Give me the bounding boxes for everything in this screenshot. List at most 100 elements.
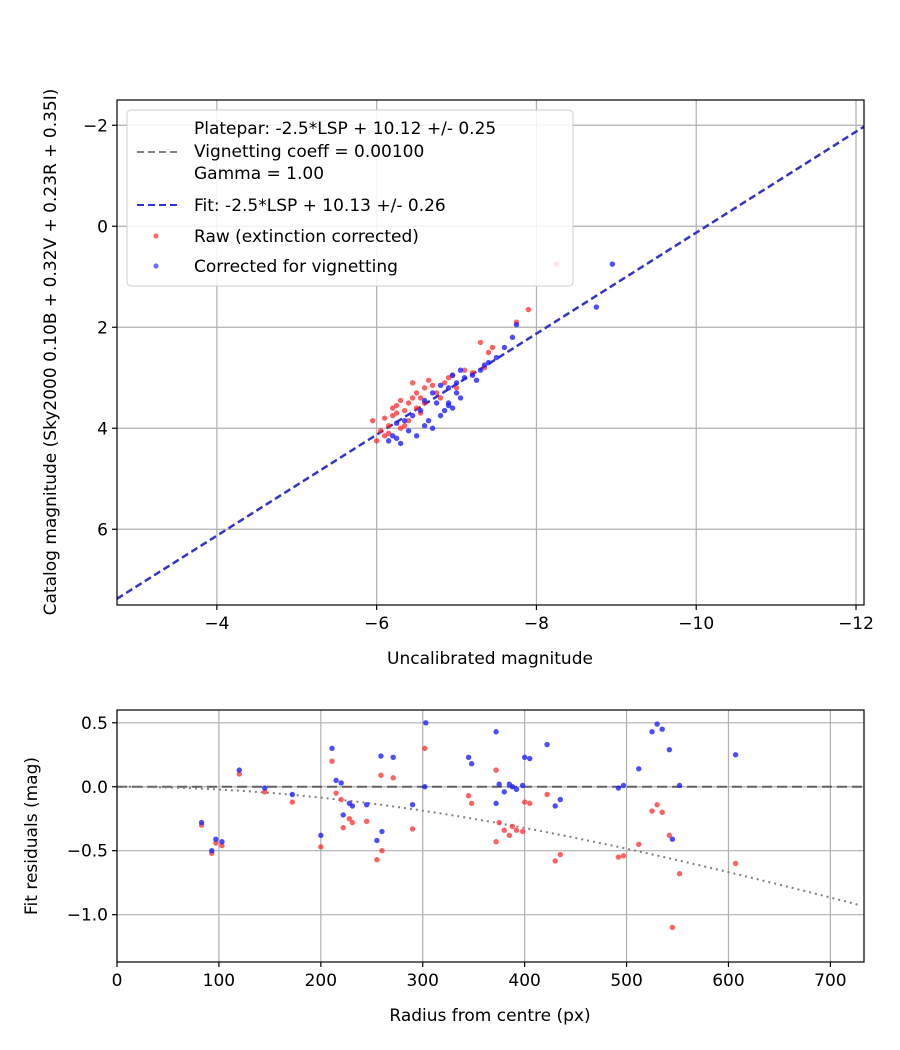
p1-ytick-label-2: 2 xyxy=(97,318,108,338)
p1-ytick-label-4: 6 xyxy=(97,520,108,540)
p2-point-s0-34 xyxy=(552,858,558,864)
p2-point-s0-2 xyxy=(213,840,219,846)
calibration-y-axis-label: Catalog magnitude (Sky2000 0.10B + 0.32V… xyxy=(41,89,61,616)
p2-point-s1-16 xyxy=(378,753,384,759)
p2-point-s0-13 xyxy=(349,819,356,826)
residuals-y-axis-label: Fit residuals (mag) xyxy=(22,757,42,915)
p2-point-s0-26 xyxy=(501,827,507,833)
p1-xtick-label-4: −12 xyxy=(838,614,874,634)
p2-point-s1-39 xyxy=(636,766,642,772)
p2-point-s0-20 xyxy=(422,745,428,752)
calibration-legend: Platepar: -2.5*LSP + 10.12 +/- 0.25 Vign… xyxy=(126,109,574,287)
p2-point-s0-33 xyxy=(544,791,550,798)
legend-fit-label: Fit: -2.5*LSP + 10.13 +/- 0.26 xyxy=(194,196,446,216)
p2-point-s1-29 xyxy=(509,784,516,790)
calibration-x-ticks: −4 −6 −8 −10 −12 xyxy=(204,605,874,634)
p2-point-s1-34 xyxy=(544,741,550,748)
p1-ytick-label-0: −2 xyxy=(83,116,108,136)
p2-xtick-label-6: 600 xyxy=(712,971,744,991)
p2-xtick-label-5: 500 xyxy=(610,971,642,991)
calibration-scatter-points xyxy=(369,261,616,447)
p2-point-s0-3 xyxy=(219,842,225,849)
p2-point-s0-38 xyxy=(636,841,642,848)
p1-point-s0-39 xyxy=(369,417,376,424)
p2-point-s0-23 xyxy=(493,767,499,773)
residuals-x-axis-label: Radius from centre (px) xyxy=(389,1006,590,1026)
p1-ytick-label-1: 0 xyxy=(97,217,108,237)
p2-point-s0-6 xyxy=(289,799,295,805)
p2-point-s1-31 xyxy=(519,782,526,789)
p1-point-s1-20 xyxy=(509,334,516,341)
legend-corrected-label: Corrected for vignetting xyxy=(194,257,398,277)
p2-point-s0-25 xyxy=(496,819,502,826)
p2-point-s1-6 xyxy=(289,791,295,798)
p1-xtick-label-3: −10 xyxy=(678,614,714,634)
p2-point-s1-24 xyxy=(493,729,499,735)
p1-point-s0-26 xyxy=(453,385,460,391)
residuals-reference-lines xyxy=(117,785,864,907)
p1-point-s1-30 xyxy=(449,372,456,378)
p2-point-s0-14 xyxy=(363,818,370,824)
p2-point-s1-5 xyxy=(262,785,268,791)
p2-point-s1-13 xyxy=(349,803,356,809)
p2-point-s0-43 xyxy=(669,924,676,931)
p2-ytick-label-2: −0.5 xyxy=(67,842,108,862)
p2-point-s1-14 xyxy=(363,801,370,808)
p1-point-s0-0 xyxy=(373,438,380,444)
p1-point-s0-31 xyxy=(485,349,492,356)
p1-point-s1-31 xyxy=(457,367,464,373)
p2-point-s0-12 xyxy=(346,816,353,822)
p1-point-s0-10 xyxy=(405,400,412,406)
p2-point-s0-19 xyxy=(409,826,416,832)
p2-point-s1-32 xyxy=(521,754,528,761)
p2-point-s0-36 xyxy=(615,854,622,860)
p2-point-s1-0 xyxy=(198,819,205,826)
legend-box xyxy=(126,109,574,287)
p2-xtick-label-7: 700 xyxy=(814,971,846,991)
p1-point-s1-33 xyxy=(473,377,480,383)
legend-platepar-label: Platepar: -2.5*LSP + 10.12 +/- 0.25 xyxy=(194,119,496,139)
p2-ytick-label-1: 0.0 xyxy=(81,778,108,798)
residuals-scatter-points xyxy=(198,720,739,931)
p2-point-s1-42 xyxy=(659,726,665,732)
legend-corrected-marker xyxy=(153,263,159,269)
p1-point-s0-24 xyxy=(445,375,452,381)
p2-point-s1-43 xyxy=(666,746,673,753)
p2-point-s1-46 xyxy=(732,752,739,758)
p1-point-s1-35 xyxy=(609,261,616,267)
p1-point-s1-39 xyxy=(445,402,452,409)
residuals-x-ticks: 0 100 200 300 400 500 600 700 xyxy=(112,962,847,991)
p2-point-s0-8 xyxy=(329,758,335,764)
p1-point-s1-26 xyxy=(409,412,416,419)
p1-point-s0-2 xyxy=(381,415,388,421)
p2-point-s0-29 xyxy=(513,827,520,833)
p1-point-s1-0 xyxy=(385,438,392,444)
p1-point-s0-37 xyxy=(405,417,412,424)
p2-point-s0-7 xyxy=(318,844,324,850)
p2-ytick-label-0: 0.5 xyxy=(81,714,108,734)
p1-point-s1-7 xyxy=(437,412,444,419)
calibration-y-ticks: −2 0 2 4 6 xyxy=(83,116,117,540)
p2-point-s0-9 xyxy=(333,790,339,796)
p2-point-s1-36 xyxy=(557,796,564,803)
p2-point-s0-21 xyxy=(465,793,472,799)
p1-point-s0-34 xyxy=(525,306,532,313)
p2-point-s0-42 xyxy=(666,832,673,839)
legend-raw-label: Raw (extinction corrected) xyxy=(194,227,419,247)
residuals-plot-frame xyxy=(116,709,865,963)
p2-point-s1-44 xyxy=(669,836,676,842)
p2-point-s0-24 xyxy=(493,839,499,845)
p1-point-s1-10 xyxy=(449,405,456,411)
p2-point-s1-26 xyxy=(496,781,502,787)
p1-point-s0-11 xyxy=(409,395,416,401)
p1-point-s1-13 xyxy=(453,380,460,386)
p1-point-s1-12 xyxy=(445,385,452,391)
p2-point-s0-15 xyxy=(374,856,380,863)
p1-point-s1-14 xyxy=(461,375,468,381)
p1-point-s0-8 xyxy=(381,433,388,439)
p2-point-s1-9 xyxy=(333,777,339,784)
p2-xtick-label-0: 0 xyxy=(112,971,123,991)
p1-point-s1-11 xyxy=(453,390,460,396)
p2-point-s1-17 xyxy=(379,828,385,835)
p2-point-s1-4 xyxy=(236,767,242,773)
